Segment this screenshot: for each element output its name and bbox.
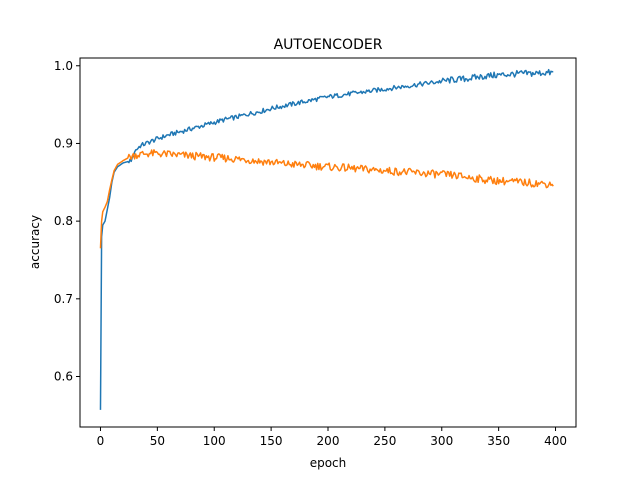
x-tick-label: 200: [317, 434, 340, 448]
series-line-2: [99, 149, 554, 249]
series-layer: [99, 68, 554, 410]
y-tick-label: 0.7: [54, 292, 73, 306]
y-axis-title: accuracy: [28, 215, 42, 269]
y-tick-label: 1.0: [54, 59, 73, 73]
x-tick-label: 100: [203, 434, 226, 448]
series-line-1: [99, 68, 554, 410]
x-tick-label: 0: [97, 434, 105, 448]
chart-title: AUTOENCODER: [274, 37, 383, 53]
y-tick-label: 0.6: [54, 370, 73, 384]
plot-area: 0 50 100 150 200 250 300 350 400 0.6 0.7 0.8 0.9 1.0: [54, 57, 577, 448]
x-axis-title: epoch: [310, 456, 347, 470]
x-tick-label: 350: [487, 434, 510, 448]
x-tick-label: 400: [544, 434, 567, 448]
x-tick-label: 50: [150, 434, 165, 448]
y-tick-label: 0.8: [54, 214, 73, 228]
x-tick-label: 150: [260, 434, 283, 448]
y-axis-ticks: 0.6 0.7 0.8 0.9 1.0: [54, 59, 80, 384]
x-tick-label: 250: [373, 434, 396, 448]
y-tick-label: 0.9: [54, 136, 73, 150]
x-axis-ticks: 0 50 100 150 200 250 300 350 400: [97, 427, 567, 448]
x-tick-label: 300: [430, 434, 453, 448]
